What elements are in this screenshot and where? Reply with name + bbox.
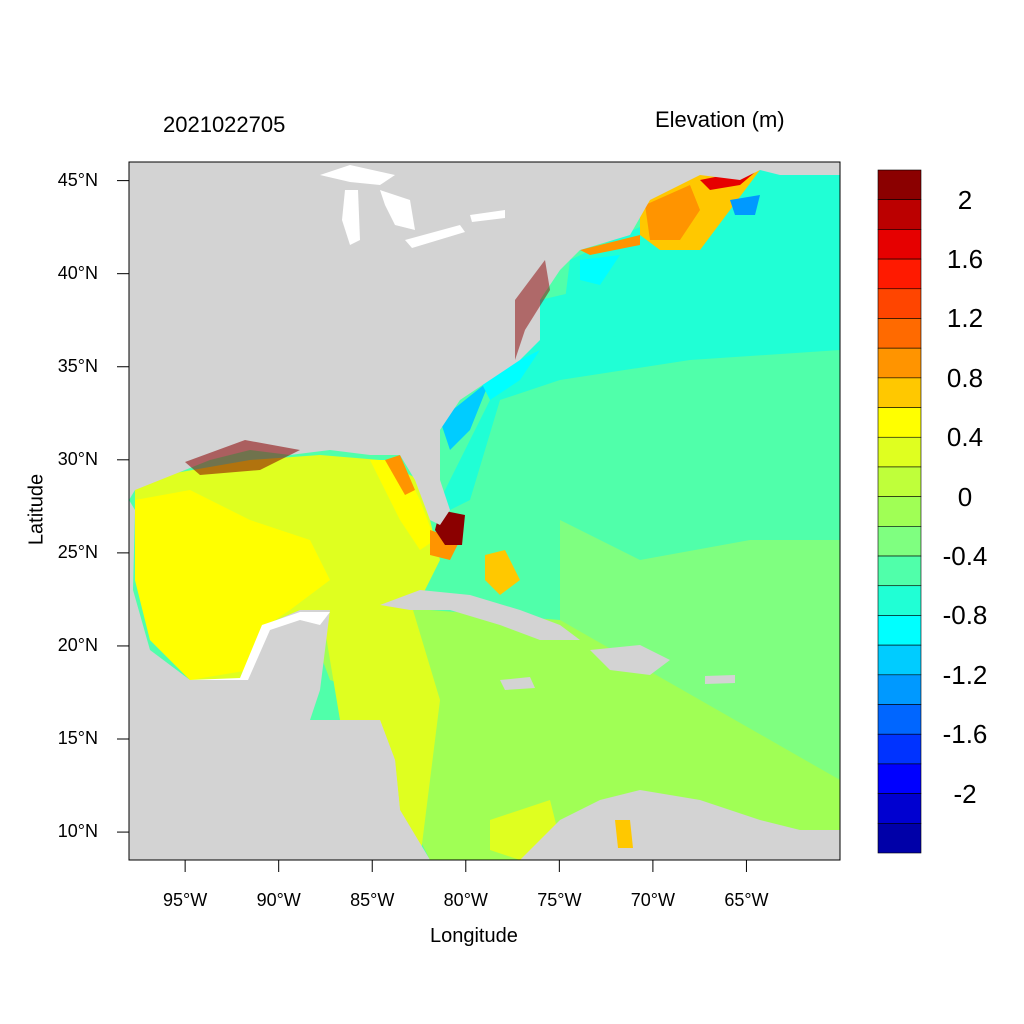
x-tick-label: 85°W xyxy=(350,890,395,910)
carolina-shelf xyxy=(480,350,540,400)
colorbar-box xyxy=(877,733,922,765)
colorbar-title: Elevation (m) xyxy=(655,107,785,132)
north-america-land xyxy=(129,162,840,525)
new-england-shelf xyxy=(580,255,620,285)
colorbar-box xyxy=(877,704,922,735)
colorbar-box xyxy=(877,555,922,587)
northern-atlantic-field xyxy=(560,162,840,340)
x-tick-label: 65°W xyxy=(724,890,769,910)
y-axis-title: Latitude xyxy=(25,473,48,546)
colorbar-box xyxy=(877,526,922,557)
colorbar-box xyxy=(877,288,922,319)
x-axis-title: Longitude xyxy=(430,925,518,947)
x-axis-ticks xyxy=(184,860,747,872)
lake-superior xyxy=(320,165,395,185)
colorbar-label: 0 xyxy=(957,481,973,512)
lake-ontario xyxy=(470,210,505,222)
colorbar-box xyxy=(877,258,922,290)
colorbar-box xyxy=(877,199,922,230)
y-axis-ticks xyxy=(117,180,129,833)
colorbar-box xyxy=(877,347,922,379)
gulf-coast-surge xyxy=(185,440,300,475)
colorbar-label: 1.2 xyxy=(946,303,984,334)
gulf-west-yellow xyxy=(135,490,330,680)
colorbar-box xyxy=(877,763,922,794)
y-tick-label: 25°N xyxy=(57,541,98,562)
x-tick-label: 70°W xyxy=(630,890,675,910)
colorbar-box xyxy=(877,407,922,438)
y-tick-label: 30°N xyxy=(57,448,98,469)
x-tick-label: 90°W xyxy=(256,890,301,910)
colorbar-label: -1.6 xyxy=(942,719,988,750)
yucatan-white-coast xyxy=(190,612,330,680)
colorbar-box xyxy=(877,436,922,468)
colorbar-box xyxy=(877,496,922,527)
lake-huron xyxy=(380,190,415,230)
lake-michigan xyxy=(342,190,360,245)
cuba xyxy=(380,590,580,640)
colorbar xyxy=(877,169,922,854)
y-tick-label: 20°N xyxy=(57,634,98,655)
atlantic-east-field xyxy=(560,520,840,780)
lake-erie xyxy=(405,225,465,248)
y-tick-label: 40°N xyxy=(57,262,98,283)
colorbar-label: 0.8 xyxy=(946,362,984,393)
x-tick-label: 95°W xyxy=(163,890,208,910)
colorbar-label: -0.4 xyxy=(942,541,988,572)
colorbar-box xyxy=(877,585,922,616)
south-america-land xyxy=(520,790,840,860)
x-tick-label: 75°W xyxy=(537,890,582,910)
gulf-of-maine-core xyxy=(645,185,700,240)
colorbar-box xyxy=(877,229,922,260)
colorbar-label: 0.4 xyxy=(946,422,984,453)
colorbar-box xyxy=(877,318,922,349)
y-tick-label: 15°N xyxy=(57,728,98,748)
colorbar-label: -0.8 xyxy=(942,600,988,631)
colorbar-box xyxy=(877,466,922,497)
x-tick-label: 80°W xyxy=(443,890,488,910)
caribbean-sea xyxy=(300,600,840,860)
map-title: 2021022705 xyxy=(163,112,286,137)
colorbar-label: 2 xyxy=(957,184,973,215)
y-tick-label: 10°N xyxy=(57,821,98,842)
colorbar-box xyxy=(877,793,922,824)
west-florida-orange xyxy=(385,455,415,495)
y-tick-label: 45°N xyxy=(57,169,98,190)
colorbar-box xyxy=(877,674,922,705)
colorbar-label: -1.2 xyxy=(942,659,988,690)
y-tick-label: 35°N xyxy=(57,355,98,376)
gulf-northeast-yellow xyxy=(370,460,435,550)
colorbar-label: 1.6 xyxy=(946,244,984,275)
hispaniola xyxy=(590,645,670,675)
puerto-rico xyxy=(705,675,735,684)
jamaica xyxy=(500,677,535,690)
lake-maracaibo xyxy=(615,820,633,848)
plot-frame xyxy=(128,161,841,861)
mid-atlantic-surge xyxy=(515,260,550,360)
bahamas-bank xyxy=(485,550,520,595)
long-island-sound xyxy=(580,235,640,255)
georgia-bight xyxy=(440,380,490,450)
colorbar-label: -2 xyxy=(953,778,977,809)
colorbar-box xyxy=(877,823,922,854)
colorbar-box xyxy=(877,644,922,676)
scotian-shelf-blue xyxy=(730,195,760,215)
colorbar-box xyxy=(877,377,922,408)
colorbar-box xyxy=(877,169,922,200)
colorbar-box xyxy=(877,615,922,646)
central-america-land xyxy=(129,720,430,860)
